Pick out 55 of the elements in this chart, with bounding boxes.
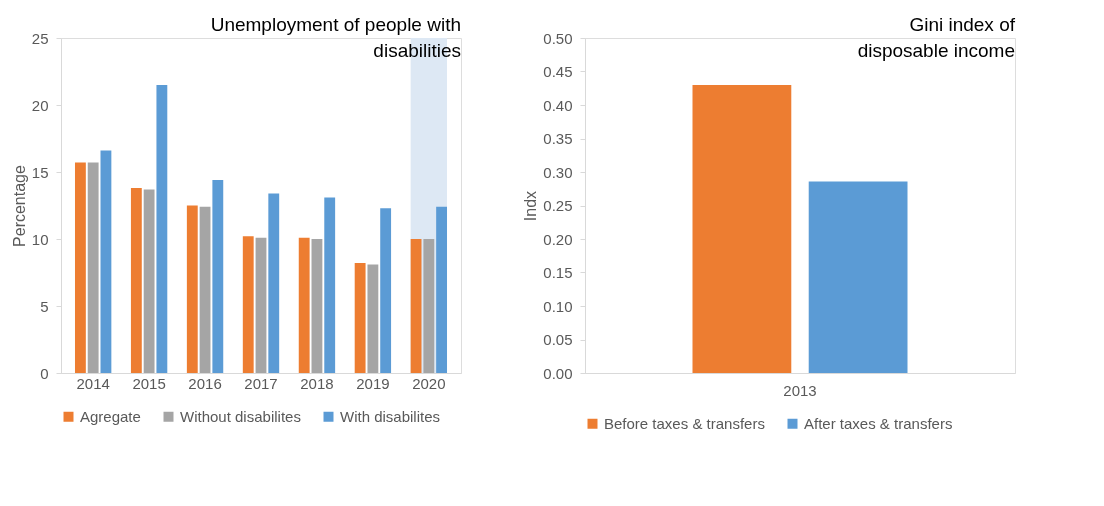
y-tick-label: 5 <box>40 297 49 315</box>
chart-title: Unemployment of people with disabilities <box>210 14 461 61</box>
y-tick-label: 15 <box>31 163 49 181</box>
x-tick-label: 2015 <box>132 374 166 392</box>
bar <box>298 237 310 373</box>
x-tick-label: 2018 <box>300 374 334 392</box>
y-axis-title: Indx <box>522 190 540 222</box>
y-tick-label: 0.15 <box>543 264 573 281</box>
bar <box>87 162 99 373</box>
y-tick-label: 0.45 <box>543 63 573 80</box>
y-tick-label: 10 <box>31 230 49 248</box>
y-tick-label: 0.20 <box>543 230 573 248</box>
bar <box>143 189 155 373</box>
y-tick-label: 25 <box>31 29 49 47</box>
x-tick-label: 2014 <box>76 374 110 392</box>
bar <box>130 188 142 373</box>
legend-label: Agregate <box>80 407 141 425</box>
y-tick-label: 0.00 <box>543 364 573 382</box>
y-tick-label: 0.05 <box>543 331 573 348</box>
y-tick-label: 0.30 <box>543 163 573 181</box>
x-tick-label: 2013 <box>783 381 817 399</box>
y-axis-title: Percentage <box>10 164 28 247</box>
y-tick-label: 0.35 <box>543 130 573 147</box>
y-tick-label: 0.25 <box>543 197 573 214</box>
bar <box>74 162 86 373</box>
bar <box>199 206 211 373</box>
legend-label: With disabilites <box>340 407 441 425</box>
bar <box>242 236 254 373</box>
bar <box>380 208 392 373</box>
bar <box>354 263 366 373</box>
bar <box>212 180 224 373</box>
bar <box>268 193 280 373</box>
bar <box>100 150 112 373</box>
legend-label: After taxes & transfers <box>804 414 953 432</box>
bar <box>410 239 422 373</box>
x-tick-label: 2016 <box>188 374 222 392</box>
bar <box>186 205 198 373</box>
x-tick-label: 2017 <box>244 374 278 392</box>
bar <box>436 206 448 373</box>
y-tick-label: 0.50 <box>543 29 573 47</box>
x-tick-label: 2020 <box>412 374 446 392</box>
bar <box>156 84 168 373</box>
y-tick-label: 0.40 <box>543 96 573 114</box>
legend-label: Before taxes & transfers <box>604 414 765 432</box>
legend-label: Without disabilites <box>180 407 301 425</box>
y-tick-label: 0 <box>40 364 49 382</box>
bar <box>255 237 267 373</box>
chart-title: Gini index of disposable income <box>857 14 1016 61</box>
bar <box>423 239 435 373</box>
y-tick-label: 0.10 <box>543 297 573 315</box>
bar <box>367 264 379 373</box>
x-tick-label: 2019 <box>356 374 390 392</box>
bar <box>311 239 323 373</box>
y-tick-label: 20 <box>31 96 49 114</box>
bar <box>324 197 336 373</box>
